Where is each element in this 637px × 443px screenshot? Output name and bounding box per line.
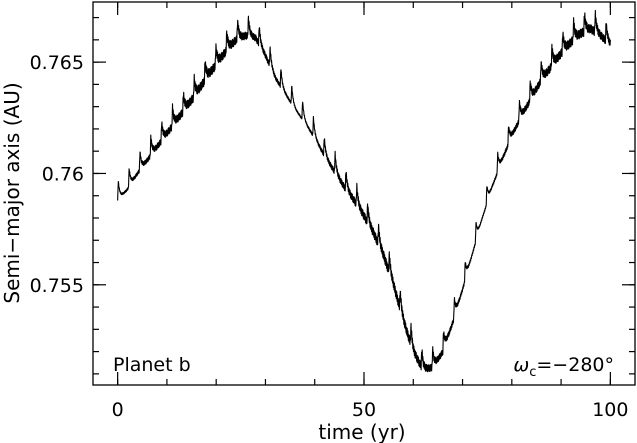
- omega-value: =−280°: [536, 354, 614, 376]
- series-lines: [117, 9, 611, 373]
- plot-frame: [92, 1, 636, 386]
- x-axis-label: time (yr): [318, 420, 405, 443]
- tick-labels: 0 50 100 0.755 0.76 0.765: [30, 52, 629, 421]
- y-tick-label: 0.765: [30, 52, 84, 74]
- y-axis-label: Semi−major axis (AU): [0, 82, 24, 303]
- x-tick-label: 0: [112, 399, 124, 421]
- y-tick-label: 0.755: [30, 275, 84, 297]
- omega-annotation: ωc=−280°: [513, 354, 614, 380]
- axis-ticks: [93, 2, 635, 385]
- planet-label: Planet b: [113, 354, 191, 376]
- y-tick-label: 0.76: [42, 163, 84, 185]
- x-tick-label: 50: [352, 399, 376, 421]
- omega-subscript: c: [529, 365, 536, 380]
- semi-major-axis-line: [117, 9, 611, 373]
- omega-symbol: ω: [513, 354, 529, 376]
- x-tick-label: 100: [592, 399, 628, 421]
